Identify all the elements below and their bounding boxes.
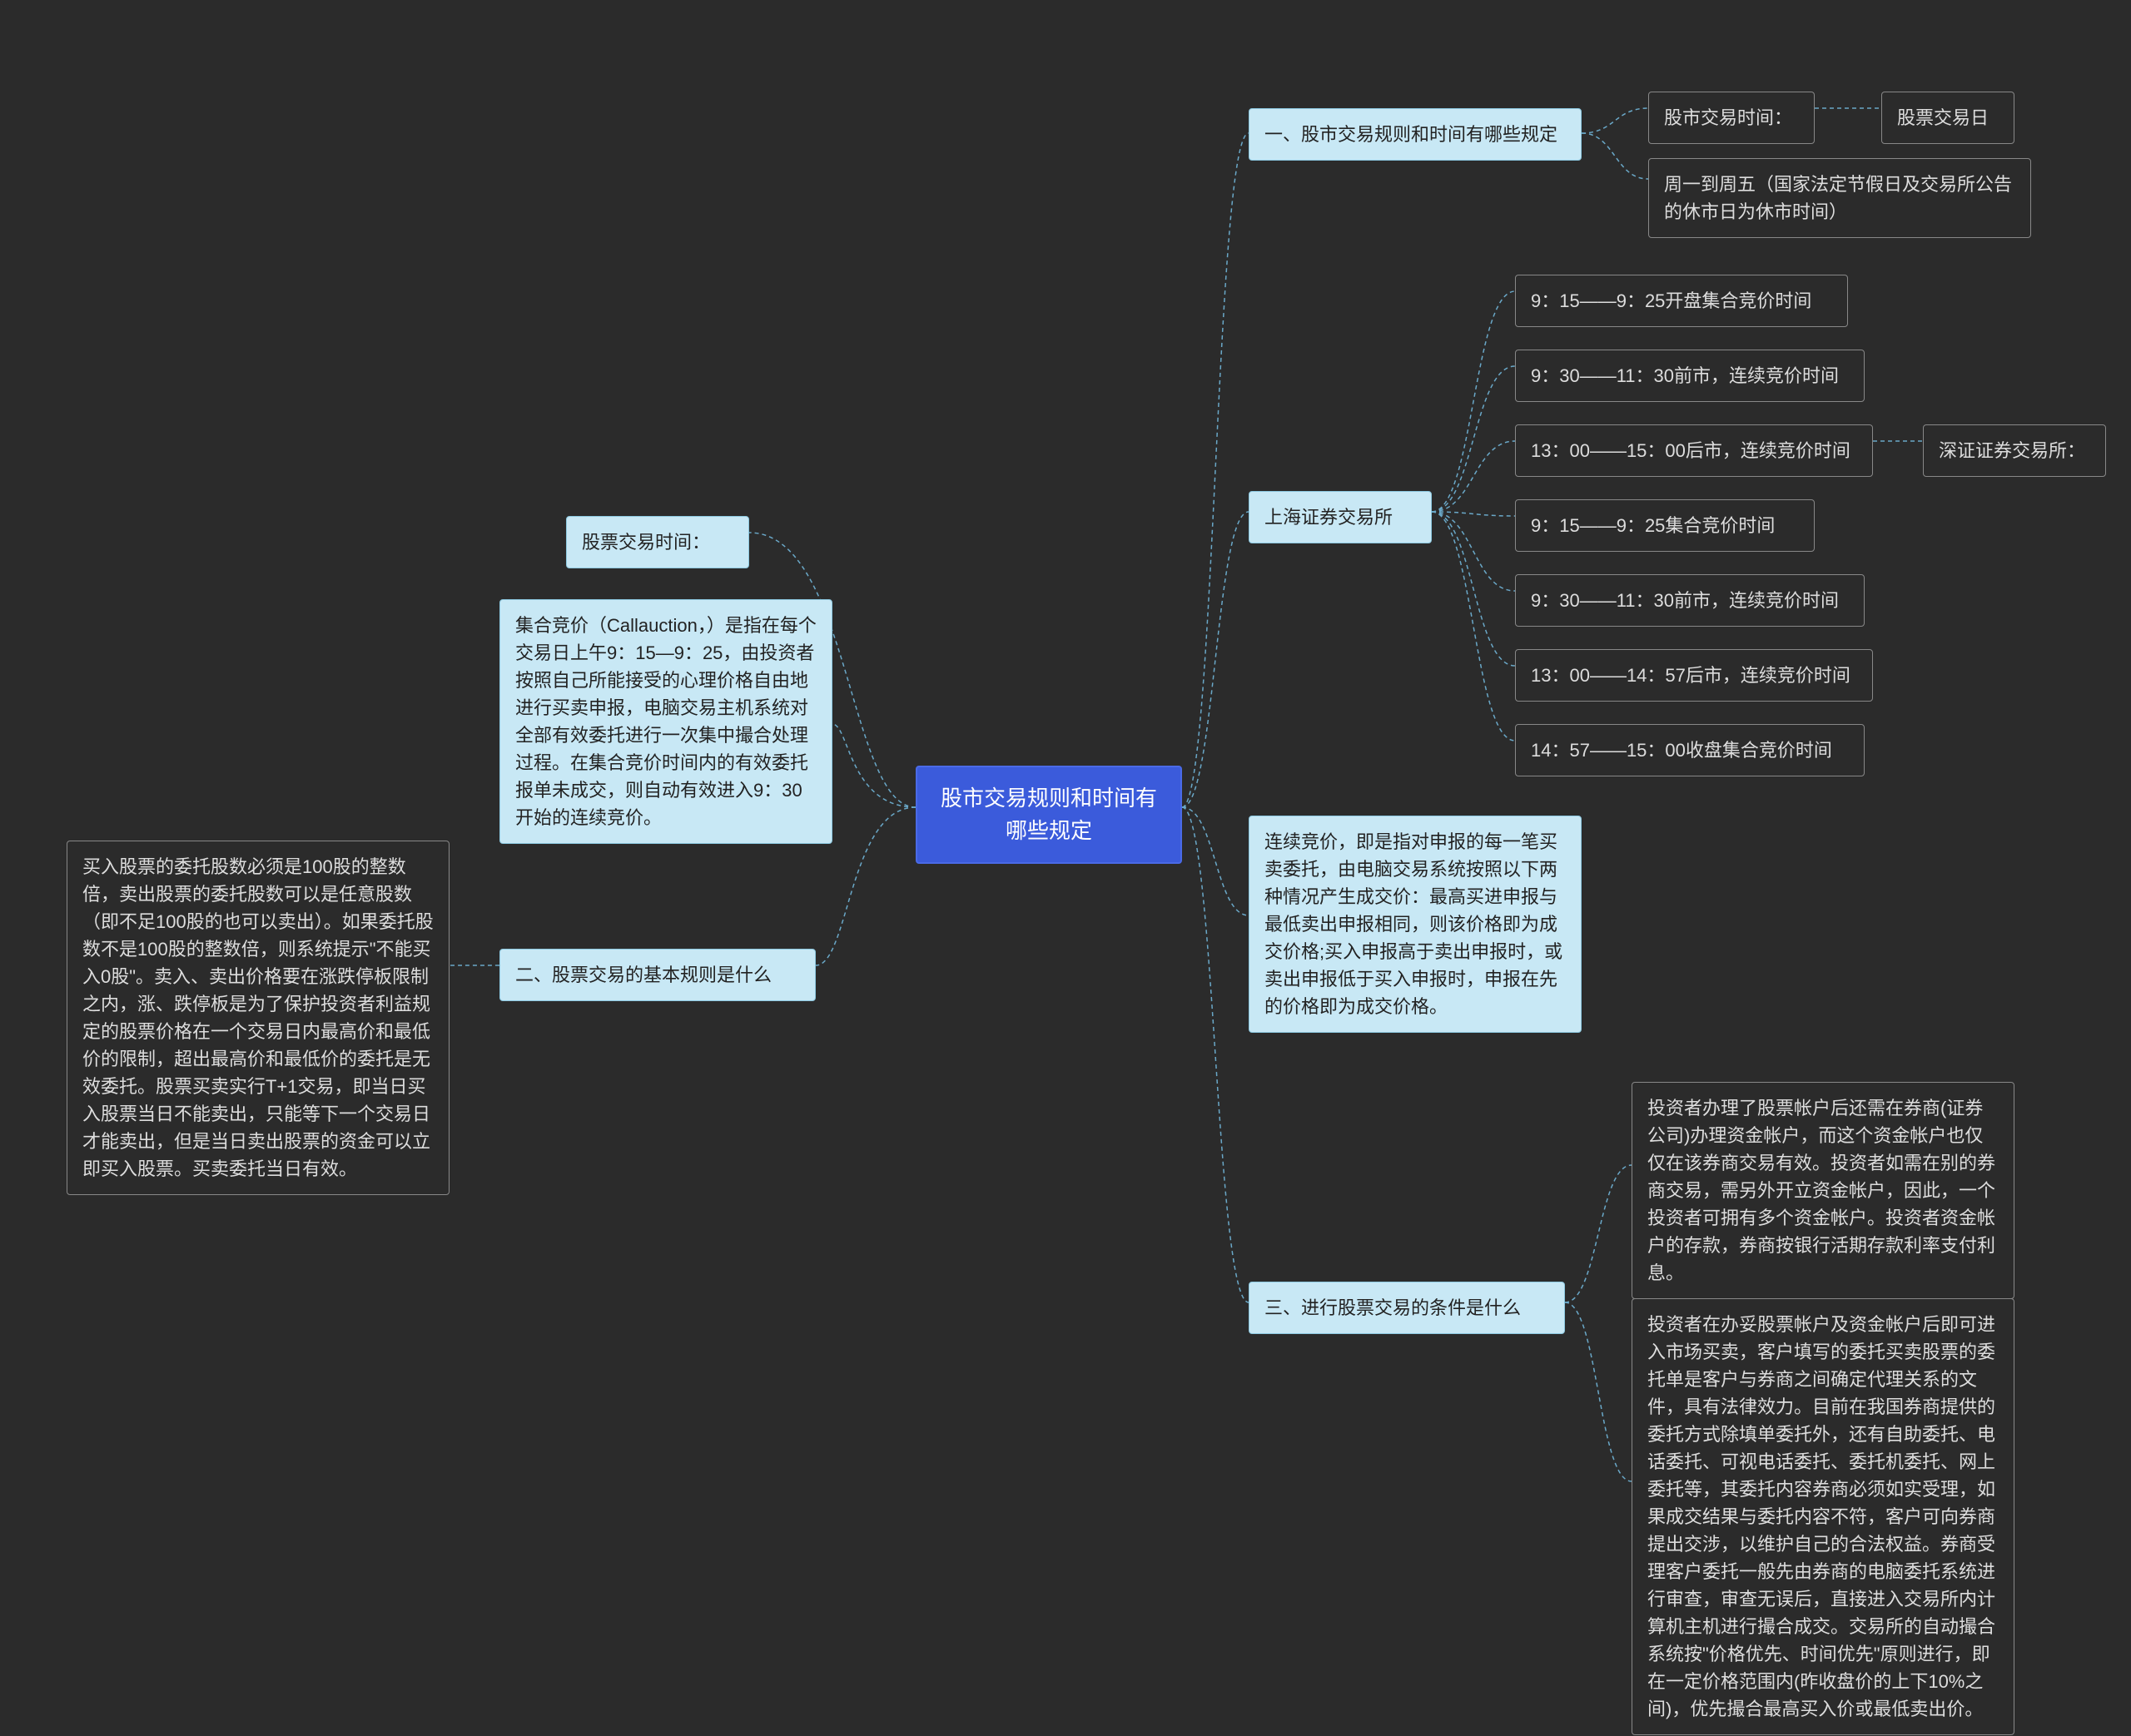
shenzhen-exchange: 深证证券交易所： <box>1923 424 2106 477</box>
sh-time-2: 13：00——15：00后市，连续竞价时间 <box>1515 424 1873 477</box>
sh-time-3: 9：15——9：25集合竞价时间 <box>1515 499 1815 552</box>
left-trading-time-label: 股票交易时间： <box>566 516 749 568</box>
shanghai-exchange: 上海证券交易所 <box>1249 491 1432 543</box>
sh-time-5: 13：00——14：57后市，连续竞价时间 <box>1515 649 1873 702</box>
section1-title: 一、股市交易规则和时间有哪些规定 <box>1249 108 1582 161</box>
sh-time-4: 9：30——11：30前市，连续竞价时间 <box>1515 574 1865 627</box>
sec1-trading-day: 股票交易日 <box>1881 92 2014 144</box>
section3-title: 三、进行股票交易的条件是什么 <box>1249 1282 1565 1334</box>
continuous-auction: 连续竞价，即是指对申报的每一笔买卖委托，由电脑交易系统按照以下两种情况产生成交价… <box>1249 816 1582 1033</box>
sh-time-6: 14：57——15：00收盘集合竞价时间 <box>1515 724 1865 776</box>
sec1-weekday: 周一到周五（国家法定节假日及交易所公告的休市日为休市时间） <box>1648 158 2031 238</box>
sec3-detail-1: 投资者办理了股票帐户后还需在券商(证券公司)办理资金帐户，而这个资金帐户也仅仅在… <box>1632 1082 2014 1299</box>
left-call-auction: 集合竞价（Callauction，）是指在每个交易日上午9：15—9：25，由投… <box>499 599 832 844</box>
sec3-detail-2: 投资者在办妥股票帐户及资金帐户后即可进入市场买卖，客户填写的委托买卖股票的委托单… <box>1632 1298 2014 1735</box>
sh-time-0: 9：15——9：25开盘集合竞价时间 <box>1515 275 1848 327</box>
left-basic-rules-detail: 买入股票的委托股数必须是100股的整数倍，卖出股票的委托股数可以是任意股数（即不… <box>67 841 450 1195</box>
sec1-time-label: 股市交易时间： <box>1648 92 1815 144</box>
left-basic-rules-title: 二、股票交易的基本规则是什么 <box>499 949 816 1001</box>
sh-time-1: 9：30——11：30前市，连续竞价时间 <box>1515 350 1865 402</box>
root-node: 股市交易规则和时间有哪些规定 <box>916 766 1182 864</box>
